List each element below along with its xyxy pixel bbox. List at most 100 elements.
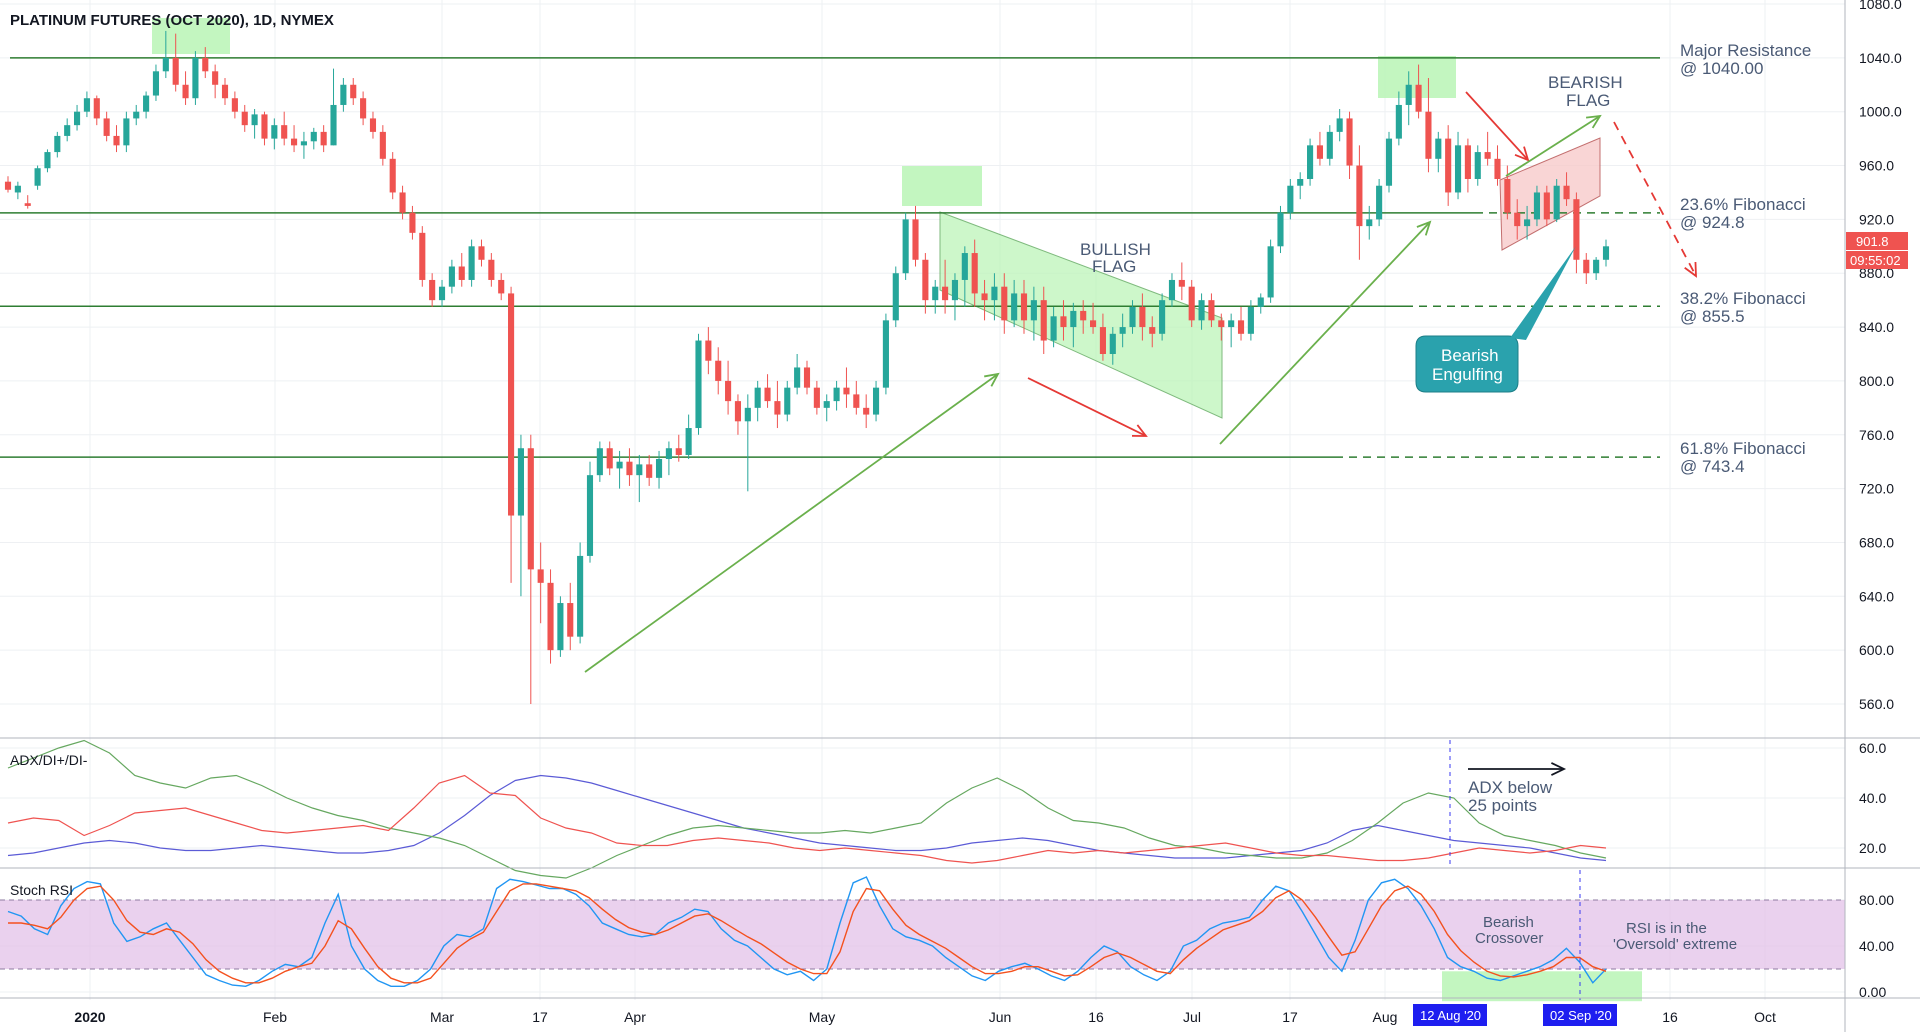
candlestick-series [4,30,1610,704]
candle-body [221,84,229,99]
candle-body [853,394,860,408]
stoch-pane-title: Stoch RSI [10,882,73,898]
candle-body [803,367,811,388]
bearish-flag-label-1: BEARISH [1548,73,1623,92]
x-tick-label: Oct [1754,1009,1776,1025]
candle-body [784,387,791,415]
candle-body [1514,212,1521,227]
candle-body [350,84,357,99]
candle-body [606,448,613,469]
candle-body [705,340,712,361]
candle-body [1060,316,1067,328]
trend-drawings [584,91,1697,776]
date-box-12aug-text: 12 Aug '20 [1420,1008,1481,1023]
bearish-engulfing-label-2: Engulfing [1432,365,1503,384]
candle-body [1425,111,1432,159]
candle-body [892,273,899,321]
candle-body [192,57,199,99]
candle-body [794,367,801,388]
candle-body [1277,212,1284,247]
y-tick-label: 560.0 [1859,696,1894,712]
bearish-crossover-label-1: Bearish [1483,914,1534,931]
downtrend-arrow-2 [1465,91,1529,161]
candle-body [468,246,475,280]
rsi-oversold-label-2: 'Oversold' extreme [1613,936,1737,953]
candle-body [1445,138,1452,193]
support-resistance-lines [0,57,1660,458]
candle-body [991,286,998,301]
candle-body [1573,199,1580,260]
candle-body [1494,158,1501,179]
candle-body [872,387,880,415]
candle-body [734,401,742,422]
adx-series-di- [7,774,1607,864]
candle-body [527,448,534,570]
candle-body [1593,259,1600,274]
candle-body [675,448,682,455]
candle-body [912,219,919,260]
flag-pole-arrow [1505,115,1601,177]
current-price-tag [1846,232,1908,250]
bearish-engulfing-pointer [1510,246,1576,340]
candle-body [1090,320,1097,328]
candle-body [143,95,150,112]
adx-pane-title: ADX/DI+/DI- [10,752,88,768]
bearish-engulfing-label-1: Bearish [1441,346,1499,365]
candle-body [54,135,61,153]
candle-body [1080,310,1087,321]
candle-body [942,286,949,301]
y-tick-label: 1040.0 [1859,50,1902,66]
flag-pole-arrow-head [1585,114,1602,129]
candle-body [1435,138,1442,159]
candle-body [646,464,653,478]
candle-body [64,125,71,136]
candle-body [1543,192,1550,220]
candle-body [1129,306,1136,328]
candle-body [409,212,416,233]
x-tick-label: 16 [1662,1009,1678,1025]
candle-body [1020,293,1028,321]
candle-body [1198,300,1205,321]
candle-body [1218,320,1225,328]
candle-body [488,259,495,280]
highlight-zones [152,18,1601,419]
y-tick-label: 1080.0 [1859,0,1902,12]
candle-body [73,111,81,126]
candle-body [577,555,584,637]
candle-body [823,401,830,408]
candle-body [1159,300,1166,334]
candle-body [754,387,761,408]
fib618-value: @ 743.4 [1680,457,1745,476]
candle-body [1484,152,1491,159]
adx-series-adx [7,774,1607,862]
y-tick-label: 800.0 [1859,373,1894,389]
downtrend-arrow-2-head [1514,146,1530,162]
candle-body [83,98,90,112]
candle-body [843,387,850,395]
candle-body [300,141,307,146]
candle-body [1307,145,1314,179]
candle-body [1099,327,1106,354]
candle-body [429,279,436,301]
candle-body [1415,84,1422,112]
projected-drop-arrow-head [1684,261,1697,278]
candle-body [1178,279,1185,287]
stoch-series-k [7,876,1607,988]
candle-body [1533,192,1541,220]
y-tick-label: 1000.0 [1859,104,1902,120]
y-tick-label: 680.0 [1859,534,1894,550]
candle-body [1316,145,1323,159]
candle-body [291,138,298,146]
candle-body [399,192,406,213]
candle-body [182,84,189,99]
candle-body [152,71,160,96]
candle-body [1336,118,1343,132]
candle-body [636,464,643,476]
candle-body [1385,138,1393,186]
downtrend-arrow-1-head [1131,424,1148,437]
candle-body [1030,300,1037,321]
date-box-12aug [1413,1004,1487,1026]
candle-body [1524,219,1531,227]
candle-body [981,293,988,301]
